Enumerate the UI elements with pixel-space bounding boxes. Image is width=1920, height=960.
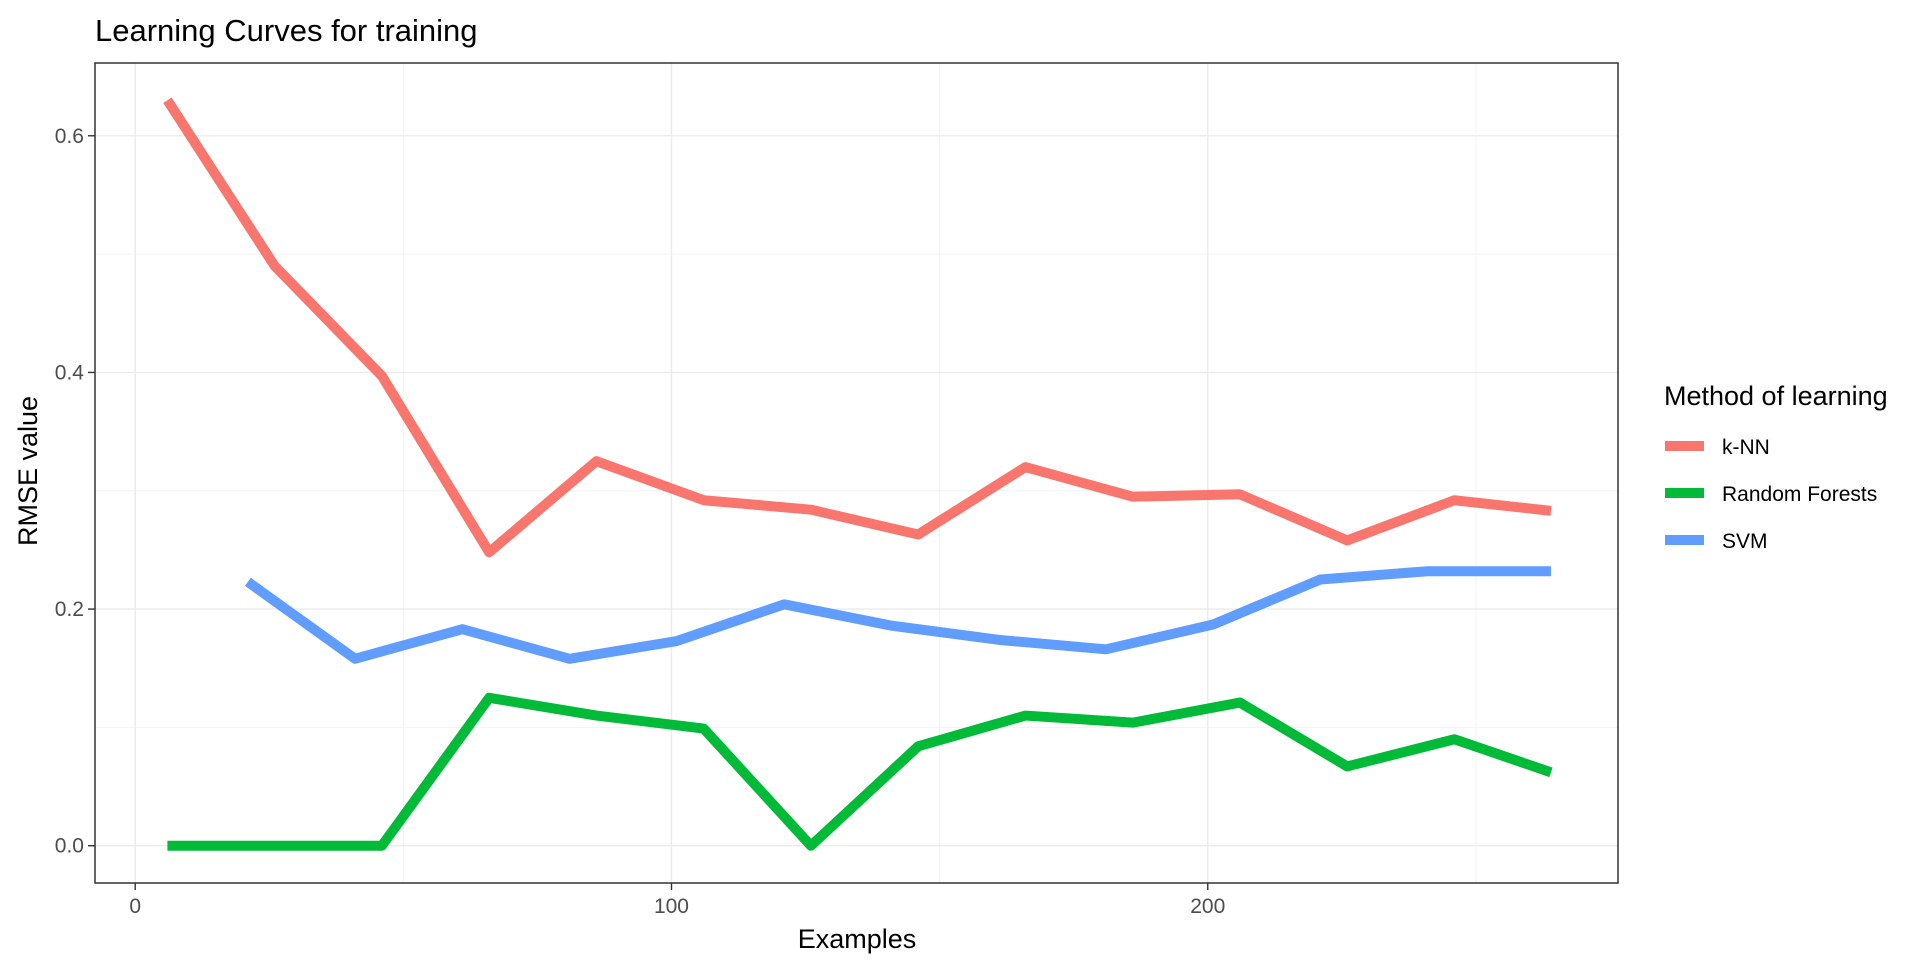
y-axis: 0.0 0.2 0.4 0.6: [55, 125, 95, 858]
y-tick-label: 0.2: [55, 598, 84, 621]
legend-title: Method of learning: [1664, 381, 1888, 411]
y-tick-label: 0.0: [55, 835, 84, 858]
grid: [95, 63, 1618, 883]
legend: Method of learning k-NN Random Forests SVM: [1664, 381, 1888, 553]
x-tick-label: 0: [129, 895, 141, 918]
legend-label-random-forests: Random Forests: [1722, 483, 1877, 506]
series-line-k-nn: [163, 97, 1552, 558]
legend-item-k-nn: k-NN: [1665, 436, 1770, 459]
x-axis-label: Examples: [798, 924, 917, 954]
legend-item-svm: SVM: [1665, 530, 1768, 553]
legend-label-svm: SVM: [1722, 530, 1768, 553]
y-tick-label: 0.4: [55, 361, 85, 384]
legend-label-k-nn: k-NN: [1722, 436, 1770, 459]
plot-panel-border: [94, 62, 1619, 884]
chart-title: Learning Curves for training: [95, 13, 478, 48]
x-tick-label: 200: [1190, 895, 1225, 918]
series-line-svm: [244, 566, 1551, 664]
series-line-random-forests: [167, 692, 1553, 851]
y-tick-label: 0.6: [55, 125, 84, 148]
x-axis: 0 100 200: [129, 883, 1225, 918]
legend-items: k-NN Random Forests SVM: [1665, 436, 1877, 553]
series-lines: [163, 97, 1553, 851]
legend-item-random-forests: Random Forests: [1665, 483, 1877, 506]
y-axis-label: RMSE value: [13, 396, 43, 546]
x-tick-label: 100: [654, 895, 689, 918]
